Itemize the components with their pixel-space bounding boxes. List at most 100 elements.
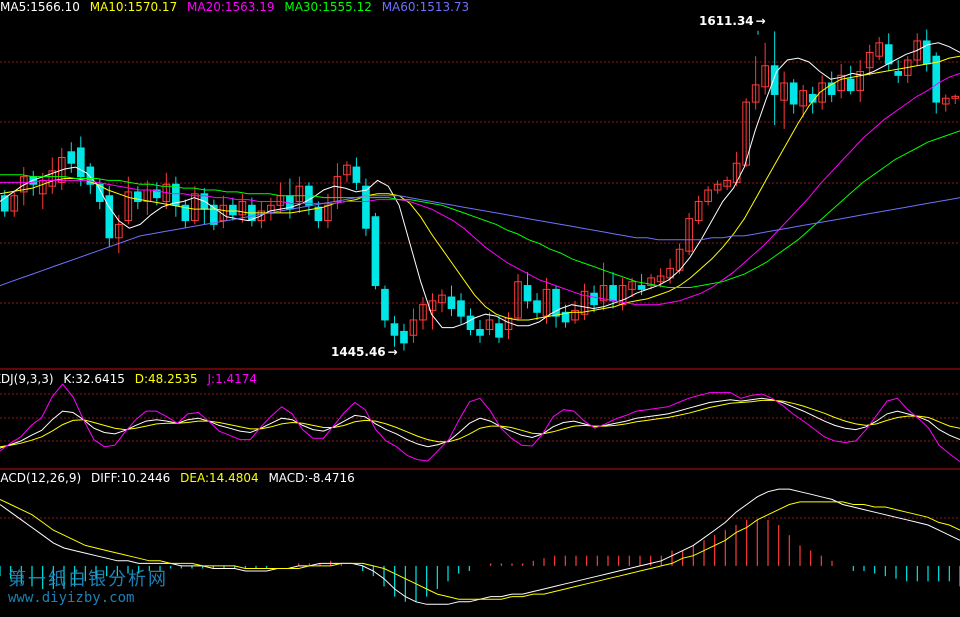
candle-body bbox=[229, 204, 237, 216]
candle-body bbox=[647, 277, 655, 287]
candle-body bbox=[751, 84, 760, 103]
candle-body bbox=[770, 65, 779, 95]
high-value: 1611.34 bbox=[699, 14, 754, 28]
watermark-title: 第一纸白银分析网 bbox=[8, 569, 168, 590]
candle-body bbox=[76, 147, 85, 178]
candle-body bbox=[438, 294, 446, 304]
candle-body bbox=[86, 166, 95, 185]
candle-body bbox=[172, 183, 180, 206]
candle-body bbox=[191, 193, 199, 222]
candle-body bbox=[932, 55, 941, 103]
candle-body bbox=[713, 183, 722, 191]
candle-body bbox=[846, 78, 855, 92]
candle-body bbox=[352, 166, 361, 183]
candle-body bbox=[789, 82, 798, 105]
candle-body bbox=[951, 95, 960, 99]
candle-body bbox=[295, 185, 304, 202]
candle-body bbox=[637, 285, 646, 290]
macd-name-label: MACD(12,26,9) bbox=[0, 471, 82, 485]
candle-body bbox=[457, 300, 465, 317]
candle-body bbox=[181, 204, 190, 222]
low-annotation: 1445.46 → bbox=[331, 345, 398, 359]
candle-body bbox=[799, 90, 807, 107]
ma30-label: MA30:1555.12 bbox=[284, 0, 372, 14]
candle-body bbox=[48, 170, 57, 187]
candle-body bbox=[599, 285, 608, 302]
candle-body bbox=[618, 285, 627, 306]
candle-body bbox=[704, 189, 712, 202]
candle-body bbox=[95, 183, 104, 202]
ma-line-ma30 bbox=[0, 130, 960, 288]
macd-dea-label: DEA:14.4804 bbox=[180, 471, 259, 485]
candle-body bbox=[514, 281, 522, 319]
candle-body bbox=[894, 71, 903, 76]
candle-body bbox=[656, 275, 665, 283]
candle-body bbox=[552, 288, 560, 317]
macd-diff-label: DIFF:10.2446 bbox=[90, 471, 171, 485]
candle-body bbox=[723, 179, 731, 187]
kdj-k-label: K:32.6415 bbox=[63, 372, 125, 386]
kdj-j-label: J:1.4174 bbox=[207, 372, 258, 386]
candle-body bbox=[761, 65, 769, 88]
high-annotation: 1611.34 → bbox=[699, 14, 766, 28]
candle-body bbox=[447, 296, 456, 309]
candle-body bbox=[485, 319, 494, 331]
candle-body bbox=[0, 195, 9, 212]
candle-body bbox=[694, 200, 703, 222]
candle-body bbox=[419, 304, 427, 321]
candle-body bbox=[124, 191, 133, 222]
candle-body bbox=[153, 189, 161, 199]
candle-body bbox=[219, 204, 228, 222]
candle-body bbox=[409, 319, 418, 336]
candle-body bbox=[827, 82, 836, 95]
kdj-line-k bbox=[0, 397, 960, 449]
ma5-label: MA5:1566.10 bbox=[0, 0, 80, 14]
candle-body bbox=[884, 44, 893, 65]
ma-line-ma60 bbox=[0, 195, 960, 287]
candle-body bbox=[571, 309, 579, 321]
candle-body bbox=[10, 195, 19, 212]
candle-body bbox=[818, 82, 827, 103]
candle-body bbox=[476, 329, 484, 336]
candle-body bbox=[628, 281, 636, 290]
candle-body bbox=[941, 97, 950, 105]
low-value: 1445.46 bbox=[331, 345, 386, 359]
candle-body bbox=[533, 300, 541, 313]
kdj-name-label: KDJ(9,3,3) bbox=[0, 372, 54, 386]
candle-body bbox=[133, 191, 142, 202]
candle-body bbox=[742, 101, 750, 166]
candle-body bbox=[865, 51, 874, 69]
candle-body bbox=[238, 200, 247, 216]
candle-body bbox=[609, 285, 617, 302]
candle-body bbox=[856, 71, 865, 92]
candle-body bbox=[495, 323, 503, 338]
ma-line-ma20 bbox=[0, 72, 960, 306]
candle-body bbox=[875, 42, 884, 57]
macd-value-label: MACD:-8.4716 bbox=[268, 471, 355, 485]
macd-legend: MACD(12,26,9) DIFF:10.2446 DEA:14.4804 M… bbox=[0, 471, 361, 485]
ma-legend: MA5:1566.10 MA10:1570.17 MA20:1563.19 MA… bbox=[0, 0, 475, 14]
candle-body bbox=[343, 164, 351, 176]
candle-body bbox=[57, 157, 66, 183]
candle-body bbox=[105, 195, 114, 239]
candle-body bbox=[837, 74, 846, 92]
candle-body bbox=[400, 330, 408, 344]
kdj-legend: KDJ(9,3,3) K:32.6415 D:48.2535 J:1.4174 bbox=[0, 372, 263, 386]
candle-body bbox=[371, 216, 380, 287]
candle-body bbox=[381, 288, 389, 321]
kdj-d-label: D:48.2535 bbox=[134, 372, 198, 386]
candle-body bbox=[390, 323, 399, 336]
candle-body bbox=[314, 206, 323, 222]
candle-body bbox=[685, 218, 693, 252]
kdj-line-j bbox=[0, 383, 960, 463]
watermark-url: www.diyizby.com bbox=[8, 590, 135, 606]
candle-body bbox=[580, 290, 589, 315]
ma-line-ma5 bbox=[0, 42, 960, 329]
kdj-line-d bbox=[0, 399, 960, 448]
ma10-label: MA10:1570.17 bbox=[89, 0, 178, 14]
candle-body bbox=[362, 185, 370, 229]
macd-line-dea bbox=[0, 498, 960, 600]
candle-body bbox=[590, 292, 598, 306]
